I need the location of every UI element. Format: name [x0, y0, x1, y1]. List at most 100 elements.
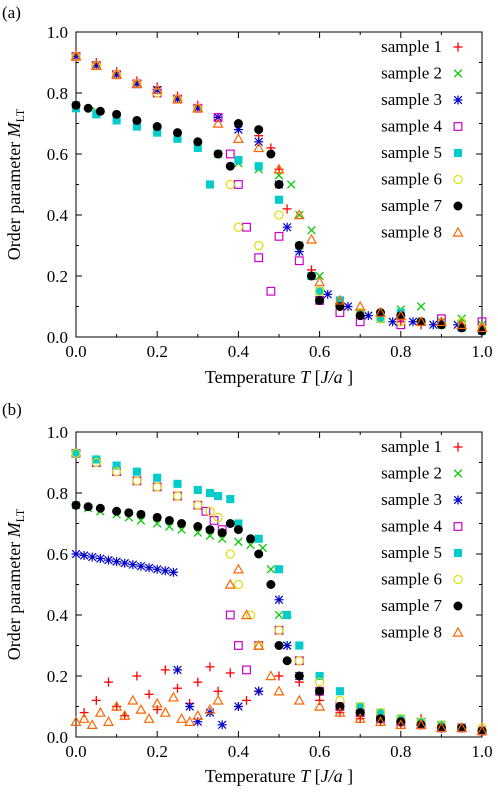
data-point: [71, 100, 81, 110]
data-point: [226, 495, 235, 504]
data-point: [205, 180, 215, 189]
data-point: [173, 683, 182, 693]
data-point: [173, 134, 182, 143]
data-point: [456, 722, 468, 733]
data-point: [152, 122, 162, 132]
panel-label: (b): [2, 400, 22, 419]
data-point: [234, 156, 243, 165]
data-point: [363, 311, 373, 321]
data-point: [295, 641, 304, 650]
data-point: [144, 689, 154, 699]
legend-marker: [453, 201, 463, 211]
data-point: [213, 112, 223, 122]
data-point: [254, 125, 264, 135]
chart-panel-a: (a) 0.0 0.2 0.4 0.6 0.8 1.0 0.0 0.2 0.4 0.6 0.8 1.0 T…: [2, 3, 493, 387]
data-point: [274, 210, 284, 220]
data-point: [151, 697, 163, 708]
data-point: [355, 311, 365, 321]
y-tick-label: 0.0: [47, 728, 68, 747]
data-point: [254, 240, 264, 251]
data-point: [70, 50, 82, 61]
data-point: [253, 142, 265, 153]
legend-marker: [453, 548, 463, 558]
data-point: [246, 534, 256, 544]
data-point: [225, 519, 235, 528]
data-point: [435, 722, 447, 733]
panel-label: (a): [2, 3, 21, 22]
data-point: [234, 537, 243, 547]
data-point: [132, 671, 142, 681]
data-point: [79, 708, 89, 718]
data-point: [193, 522, 203, 532]
data-point: [173, 665, 182, 675]
chart-panel-b: (b) 0.0 0.2 0.4 0.6 0.8 1.0 0.0 0.2 0.4 0.6 0.8 1.0 T…: [2, 400, 493, 786]
legend-marker: [453, 42, 463, 52]
data-point: [193, 137, 203, 147]
data-point: [159, 706, 171, 717]
data-point: [274, 641, 284, 650]
series-sample-8: [70, 563, 488, 736]
data-point: [274, 180, 284, 189]
data-point: [335, 702, 345, 711]
data-point: [282, 204, 292, 214]
data-point: [225, 668, 235, 678]
data-point: [323, 289, 333, 299]
data-point: [315, 295, 325, 305]
x-tick-label: 0.2: [147, 342, 168, 361]
data-point: [274, 595, 284, 605]
data-point: [71, 448, 81, 459]
data-point: [95, 503, 105, 513]
data-point: [294, 256, 304, 266]
data-point: [286, 180, 296, 189]
legend-marker: [453, 442, 463, 452]
data-point: [282, 656, 292, 666]
legend-label: sample 3: [381, 490, 442, 509]
data-point: [132, 476, 142, 486]
data-point: [273, 163, 285, 174]
series-sample-7: [71, 100, 487, 336]
data-point: [335, 296, 344, 305]
data-point: [205, 488, 215, 498]
data-point: [274, 231, 284, 241]
legend-label: sample 8: [381, 223, 442, 242]
data-point: [294, 656, 304, 666]
data-point: [78, 712, 90, 723]
legend-label: sample 3: [381, 90, 442, 109]
data-point: [153, 473, 162, 482]
legend-marker: [453, 495, 463, 505]
data-point: [143, 712, 155, 723]
data-point: [168, 567, 178, 577]
data-point: [477, 726, 487, 736]
data-point: [172, 491, 183, 501]
data-point: [225, 149, 235, 159]
data-point: [224, 578, 236, 589]
data-point: [136, 509, 146, 519]
legend-label: sample 5: [381, 543, 442, 562]
data-point: [232, 563, 244, 574]
data-point: [274, 625, 284, 635]
data-point: [315, 271, 324, 281]
data-point: [242, 222, 251, 232]
data-point: [266, 286, 276, 296]
data-point: [192, 102, 204, 113]
data-point: [306, 271, 316, 281]
y-tick-label: 0.2: [47, 667, 68, 686]
data-point: [83, 502, 93, 512]
legend-marker: [453, 574, 463, 585]
data-point: [354, 712, 366, 723]
x-tick-label: 1.0: [471, 742, 492, 761]
legend-marker: [452, 626, 464, 637]
data-point: [233, 525, 243, 535]
x-tick-label: 0.6: [309, 342, 330, 361]
data-point: [476, 322, 488, 333]
data-point: [334, 706, 346, 717]
data-point: [274, 671, 284, 681]
data-point: [112, 109, 122, 119]
x-tick-label: 1.0: [471, 342, 492, 361]
series-sample-7: [71, 500, 487, 736]
legend: sample 1 sample 2 sample 3 sample 4 sample 5…: [381, 437, 464, 642]
x-tick-label: 0.4: [228, 742, 250, 761]
data-point: [132, 467, 141, 476]
